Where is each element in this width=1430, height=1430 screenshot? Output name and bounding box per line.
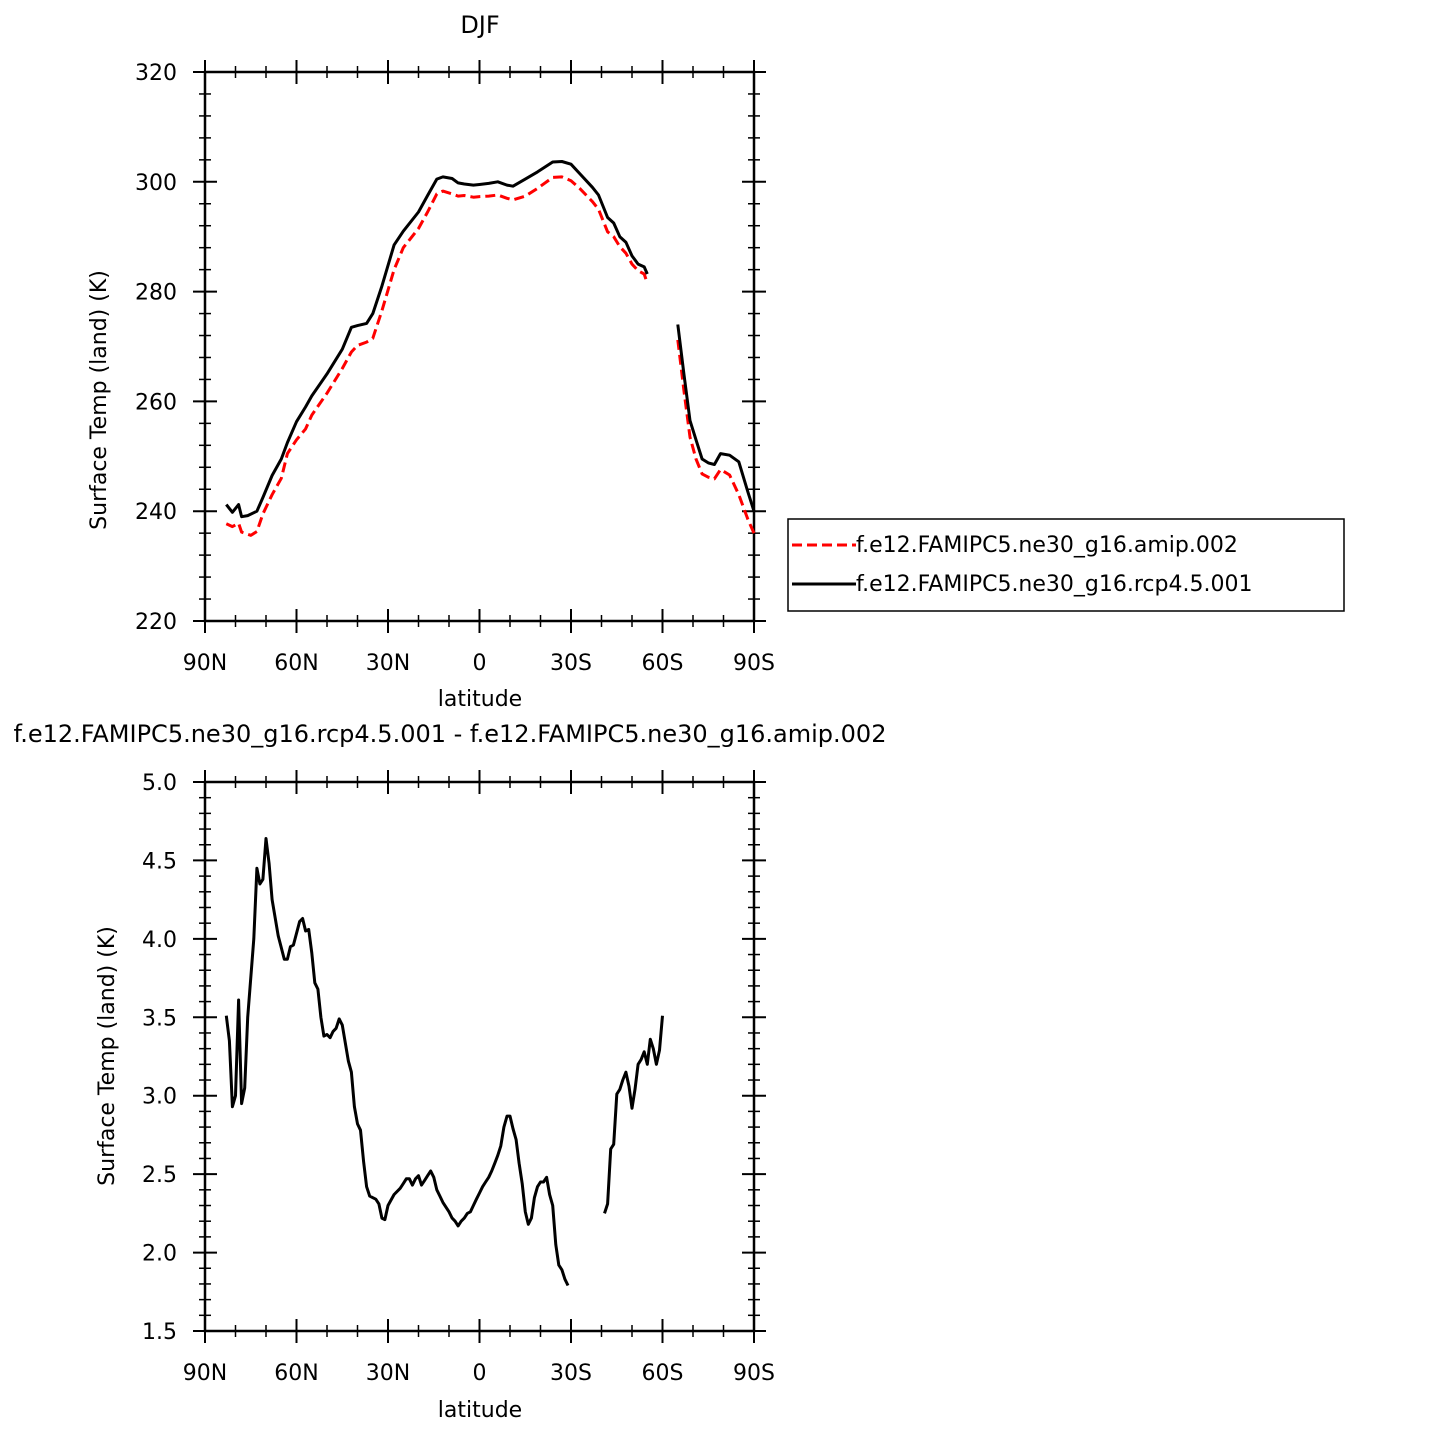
bottom-series-line-0 [224,837,570,1287]
top-plot-area: 220 240 260 280 300 320 90N 60N 30N 0 30S 60S 90S [135,60,775,676]
top-xtick-label: 90N [183,651,227,676]
bottom-ytick-label: 2.0 [142,1242,177,1267]
legend: f.e12.FAMIPC5.ne30_g16.amip.002 f.e12.FA… [787,518,1345,612]
top-xtick-label: 0 [473,651,487,676]
top-ytick-label: 220 [135,610,177,635]
top-plot-frame [203,70,756,623]
bottom-chart-title: f.e12.FAMIPC5.ne30_g16.rcp4.5.001 - f.e1… [14,720,887,748]
bottom-xtick-label: 30N [366,1361,410,1386]
top-chart-title: DJF [460,11,499,39]
top-xtick-label: 60S [642,651,684,676]
top-y-axis-label: Surface Temp (land) (K) [87,270,112,530]
bottom-x-axis-label: latitude [438,1398,522,1423]
bottom-ytick-label: 3.5 [142,1006,177,1031]
top-series-line-0 [676,339,756,534]
bottom-plot-frame [203,780,756,1333]
bottom-xtick-label: 0 [473,1361,487,1386]
bottom-ytick-label: 4.5 [142,849,177,874]
top-series-line-1 [225,160,649,519]
bottom-ytick-label: 5.0 [142,771,177,796]
bottom-ytick-label: 2.5 [142,1163,177,1188]
top-xtick-label: 30S [550,651,592,676]
bottom-xtick-label: 60N [274,1361,318,1386]
legend-label-amip: f.e12.FAMIPC5.ne30_g16.amip.002 [856,533,1238,558]
bottom-xtick-label: 90S [733,1361,775,1386]
bottom-panel: f.e12.FAMIPC5.ne30_g16.rcp4.5.001 - f.e1… [14,720,887,1423]
bottom-ytick-label: 4.0 [142,928,177,953]
legend-label-rcp: f.e12.FAMIPC5.ne30_g16.rcp4.5.001 [856,572,1252,597]
top-series-line-1 [676,324,756,512]
bottom-xtick-label: 90N [183,1361,227,1386]
top-ytick-label: 300 [135,171,177,196]
top-x-axis-label: latitude [438,687,522,712]
top-xtick-label: 30N [366,651,410,676]
bottom-series-line-0 [603,1015,664,1214]
top-ytick-label: 320 [135,61,177,86]
bottom-ytick-label: 3.0 [142,1085,177,1110]
bottom-xtick-label: 30S [550,1361,592,1386]
bottom-y-axis-label: Surface Temp (land) (K) [95,926,120,1186]
top-series-line-0 [225,175,649,537]
top-ytick-label: 240 [135,500,177,525]
top-xtick-label: 90S [733,651,775,676]
top-ytick-label: 280 [135,281,177,306]
bottom-plot-area: 1.5 2.0 2.5 3.0 3.5 4.0 4.5 5.0 90N 60N 30N 0 30S 60S… [142,770,775,1386]
bottom-ytick-label: 1.5 [142,1320,177,1345]
top-xtick-label: 60N [274,651,318,676]
bottom-xtick-label: 60S [642,1361,684,1386]
legend-box [787,518,1345,612]
top-ytick-label: 260 [135,390,177,415]
top-panel: DJF 220 240 260 280 300 320 90N 60N 30N 0 30S 60S 90… [87,11,775,712]
